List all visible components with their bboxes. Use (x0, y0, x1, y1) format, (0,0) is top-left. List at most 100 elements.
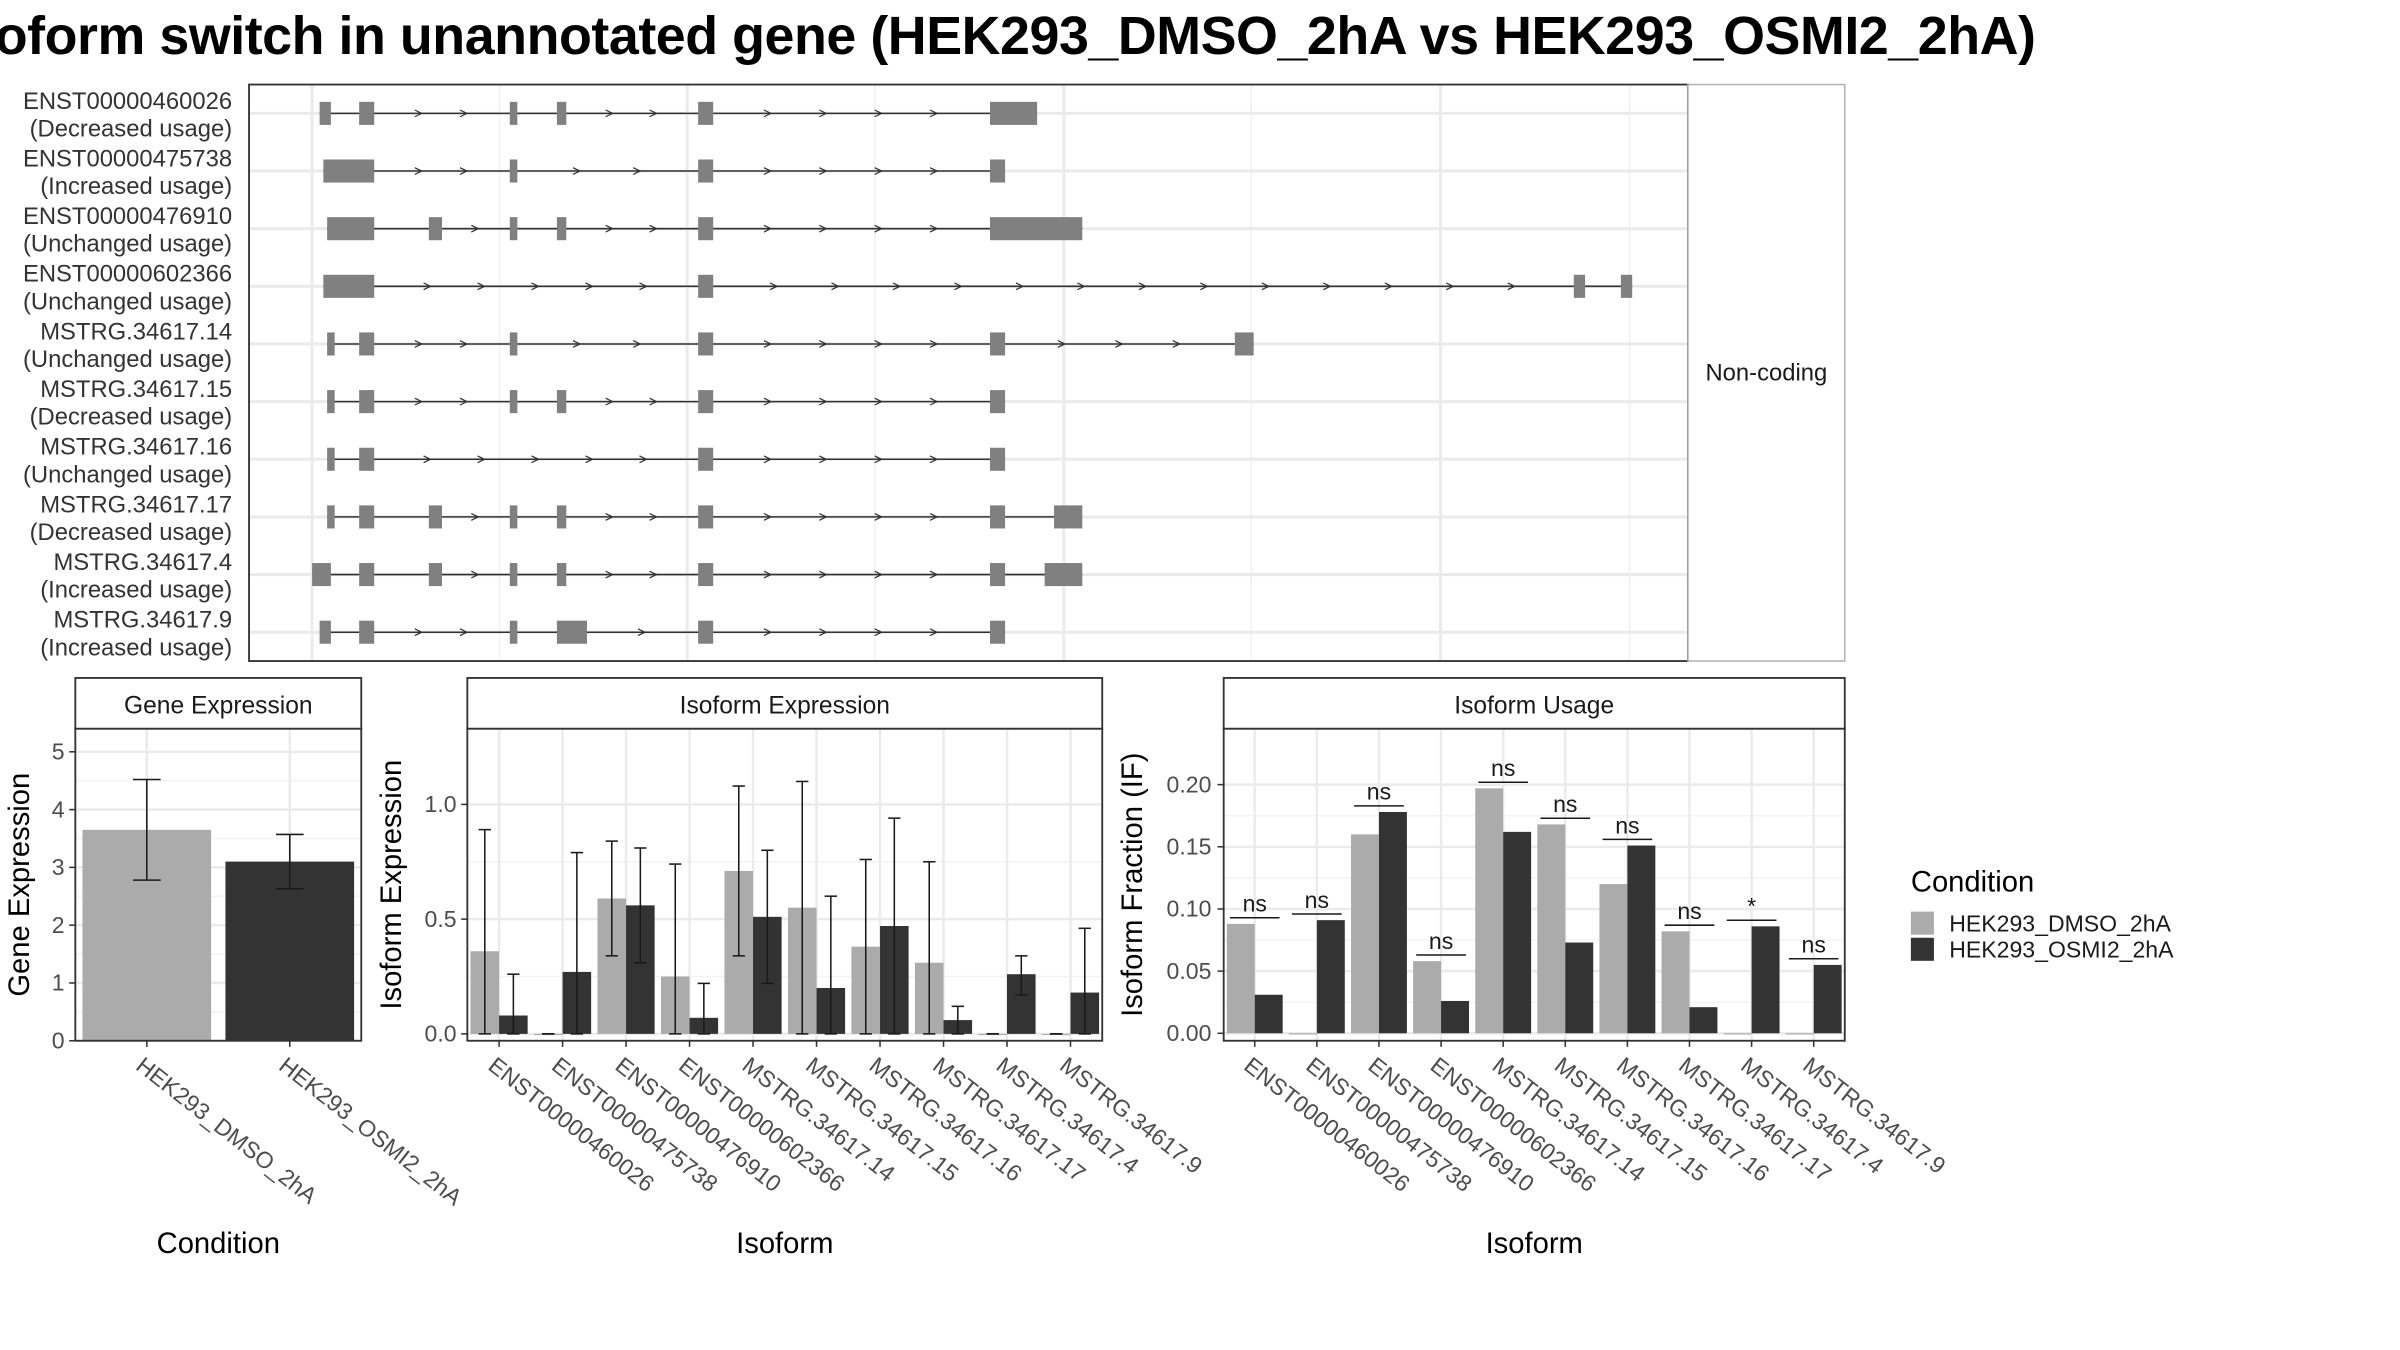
exon-block (509, 620, 518, 644)
significance-label: ns (1305, 887, 1329, 913)
exon-block (509, 390, 518, 414)
significance-label: ns (1615, 812, 1639, 838)
transcript-id-label: MSTRG.34617.4 (53, 549, 232, 576)
panel-title: Isoform Usage (1454, 692, 1614, 719)
intron-arrow (605, 570, 614, 579)
intron-arrow (459, 628, 469, 637)
intron-arrow (605, 224, 614, 233)
intron-arrow (459, 109, 469, 118)
bar (1254, 994, 1283, 1034)
transcript-id-label: ENST00000476910 (23, 203, 232, 230)
significance-label: ns (1677, 898, 1701, 924)
intron-arrow (763, 224, 773, 233)
intron-arrow (632, 340, 642, 348)
exon-block (319, 101, 331, 125)
intron-arrow (639, 455, 648, 464)
exon-block (359, 447, 375, 471)
exon-block (698, 505, 714, 529)
exon-block (698, 274, 714, 298)
bar (1751, 926, 1780, 1034)
exon-block (1054, 505, 1083, 529)
bar (1599, 884, 1628, 1034)
intron-arrow (1445, 282, 1455, 291)
exon-block (509, 332, 518, 356)
intron-arrow (1057, 340, 1067, 348)
y-tick-label: 0.00 (1167, 1020, 1212, 1046)
intron-arrow (637, 628, 647, 637)
exon-block (509, 563, 518, 587)
bar (1378, 811, 1407, 1034)
transcript-usage-label: (Increased usage) (40, 577, 232, 604)
intron-arrow (572, 340, 582, 348)
intron-arrow (763, 455, 773, 464)
exon-block (990, 217, 1083, 241)
intron-arrow (769, 282, 779, 291)
significance-label: ns (1491, 755, 1515, 781)
y-axis-title: Isoform Fraction (IF) (1117, 753, 1149, 1017)
intron-arrow (1261, 282, 1271, 291)
legend-swatch (1910, 937, 1934, 961)
exon-block (1234, 332, 1254, 356)
exon-block (990, 447, 1006, 471)
intron-arrow (929, 397, 939, 406)
y-tick-label: 0.10 (1167, 896, 1212, 922)
intron-arrow (1015, 282, 1025, 291)
y-tick-label: 0.20 (1167, 771, 1212, 797)
exon-block (327, 217, 375, 241)
intron-arrow (874, 167, 883, 175)
intron-arrow (763, 109, 773, 118)
exon-block (509, 159, 518, 183)
intron-arrow (874, 340, 883, 348)
intron-arrow (423, 282, 432, 291)
transcript-id-label: ENST00000602366 (23, 261, 232, 288)
exon-block (323, 159, 375, 183)
structure-facet-label: Non-coding (1705, 359, 1827, 386)
structure-facet-strip (1687, 83, 1846, 662)
exon-block (990, 101, 1038, 125)
intron-arrow (649, 570, 658, 579)
bar (1785, 1033, 1814, 1035)
exon-block (359, 563, 375, 587)
intron-arrow (605, 109, 614, 118)
intron-arrow (819, 109, 828, 118)
bar (1565, 942, 1594, 1034)
intron-arrow (763, 570, 773, 579)
exon-block (509, 505, 518, 529)
intron-arrow (1507, 282, 1517, 291)
intron-arrow (929, 340, 939, 348)
intron-arrow (1323, 282, 1332, 291)
transcript-usage-label: (Unchanged usage) (23, 461, 232, 488)
exon-block (556, 505, 567, 529)
intron-arrow (414, 340, 424, 348)
intron-arrow (929, 167, 939, 175)
bar (1351, 834, 1379, 1034)
intron-arrow (763, 512, 773, 521)
exon-block (327, 332, 335, 356)
legend-swatch (1910, 911, 1934, 935)
intron-arrow (531, 282, 540, 291)
bar (1503, 831, 1532, 1034)
exon-block (327, 447, 335, 471)
significance-label: ns (1429, 928, 1453, 954)
intron-arrow (954, 282, 963, 291)
y-tick-label: 2 (52, 912, 65, 938)
transcript-usage-label: (Increased usage) (40, 634, 232, 661)
bar (1661, 931, 1690, 1034)
legend-title: Condition (1911, 867, 2034, 899)
exon-block (509, 217, 518, 241)
y-tick-label: 0.0 (425, 1021, 457, 1047)
intron-arrow (929, 628, 939, 637)
intron-arrow (459, 340, 469, 348)
y-tick-label: 4 (52, 796, 65, 822)
bar (1226, 923, 1255, 1034)
x-axis-title: Isoform (1486, 1228, 1583, 1260)
y-tick-label: 3 (52, 854, 65, 880)
transcript-usage-label: (Unchanged usage) (23, 346, 232, 373)
intron-arrow (763, 340, 773, 348)
panel-title: Gene Expression (124, 692, 313, 719)
intron-arrow (1077, 282, 1086, 291)
exon-block (698, 563, 714, 587)
structure-panel-bg (249, 84, 1688, 662)
intron-arrow (414, 109, 424, 118)
